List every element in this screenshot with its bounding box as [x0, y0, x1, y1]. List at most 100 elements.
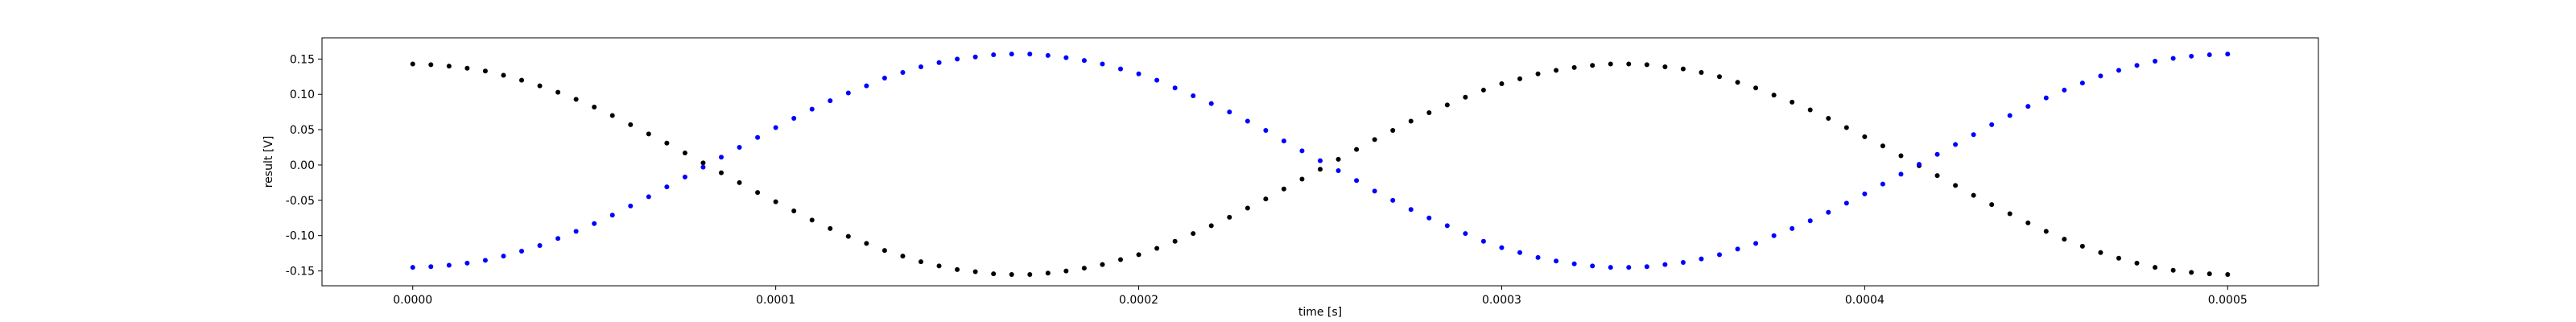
data-point [828, 225, 833, 231]
x-tick-label: 0.0001 [756, 294, 795, 307]
data-point [1735, 246, 1740, 252]
data-point [1771, 93, 1777, 98]
data-point [1626, 61, 1632, 67]
data-point [1753, 85, 1759, 91]
data-point [1063, 268, 1069, 274]
data-point [1898, 153, 1904, 159]
data-point [1517, 76, 1522, 81]
data-point [1335, 156, 1341, 162]
plot-frame [321, 37, 2319, 287]
data-point [1045, 52, 1051, 58]
data-point [1517, 250, 1522, 255]
data-point [845, 233, 851, 239]
y-tick-label: 0.00 [290, 159, 315, 172]
data-point [1644, 264, 1649, 270]
data-point [955, 56, 960, 62]
data-point [646, 131, 651, 137]
data-point [446, 262, 452, 268]
data-point [737, 145, 742, 151]
data-point [972, 54, 978, 60]
data-point [1608, 61, 1613, 67]
data-point [2098, 73, 2103, 79]
data-point [700, 160, 706, 166]
data-point [1535, 254, 1541, 260]
data-point [664, 184, 670, 190]
data-point [1172, 85, 1178, 91]
data-point [972, 269, 978, 275]
data-point [2170, 56, 2176, 61]
data-point [1335, 167, 1341, 173]
x-axis-label: time [s] [1298, 306, 1342, 319]
data-point [2025, 104, 2031, 109]
x-tick-label: 0.0005 [2208, 294, 2248, 307]
data-point [1554, 258, 1559, 264]
data-point [1608, 265, 1613, 270]
data-point [592, 104, 597, 109]
data-point [2007, 113, 2013, 118]
data-point [1826, 209, 1831, 215]
data-point [1753, 241, 1759, 246]
data-point [1807, 107, 1813, 113]
data-point [1662, 64, 1668, 69]
y-tick-label: -0.15 [286, 266, 315, 279]
x-tick-label: 0.0000 [393, 294, 432, 307]
data-point [1063, 55, 1069, 60]
data-point [1318, 158, 1323, 163]
data-point [1790, 225, 1795, 231]
data-point [592, 221, 597, 226]
data-point [1699, 69, 1704, 75]
data-point [1154, 246, 1160, 251]
data-point [428, 264, 434, 270]
data-point [2134, 260, 2140, 266]
data-point [900, 69, 906, 75]
data-point [2207, 271, 2212, 277]
data-point [1027, 271, 1033, 277]
data-point [1299, 176, 1305, 182]
data-point [428, 62, 434, 68]
data-point [1372, 137, 1377, 142]
data-point [1136, 71, 1141, 76]
data-point [936, 60, 942, 65]
data-point [1463, 94, 1468, 100]
data-point [573, 229, 579, 234]
data-point [1843, 125, 1849, 130]
data-point [773, 125, 778, 130]
data-point [410, 61, 415, 67]
data-point [1862, 134, 1868, 139]
y-tick-label: 0.10 [290, 89, 315, 101]
data-point [773, 199, 778, 204]
data-point [555, 89, 561, 95]
data-point [719, 155, 724, 160]
data-point [2079, 243, 2085, 249]
data-point [537, 83, 543, 89]
data-point [1971, 132, 1976, 138]
data-point [1154, 77, 1160, 83]
data-point [1263, 196, 1269, 202]
data-point [1281, 138, 1286, 144]
data-point [1444, 223, 1450, 229]
y-axis-label: result [V] [262, 136, 275, 188]
data-point [1680, 260, 1686, 266]
data-point [955, 266, 960, 272]
data-point [1953, 183, 1959, 188]
data-point [2043, 229, 2049, 234]
data-point [1934, 173, 1940, 179]
data-point [845, 90, 851, 96]
data-point [1771, 233, 1777, 238]
data-point [809, 106, 815, 112]
data-point [2079, 80, 2085, 86]
data-point [700, 164, 706, 170]
data-point [1100, 262, 1105, 267]
data-point [919, 259, 923, 265]
data-point [1372, 188, 1377, 194]
data-point [2170, 267, 2176, 273]
data-point [2189, 270, 2194, 275]
data-point [482, 68, 488, 74]
data-point [2153, 58, 2158, 64]
data-point [1009, 271, 1014, 277]
data-point [1699, 256, 1704, 262]
data-point [664, 140, 670, 146]
data-point [1880, 143, 1885, 149]
data-point [1408, 118, 1414, 124]
data-point [537, 242, 543, 248]
